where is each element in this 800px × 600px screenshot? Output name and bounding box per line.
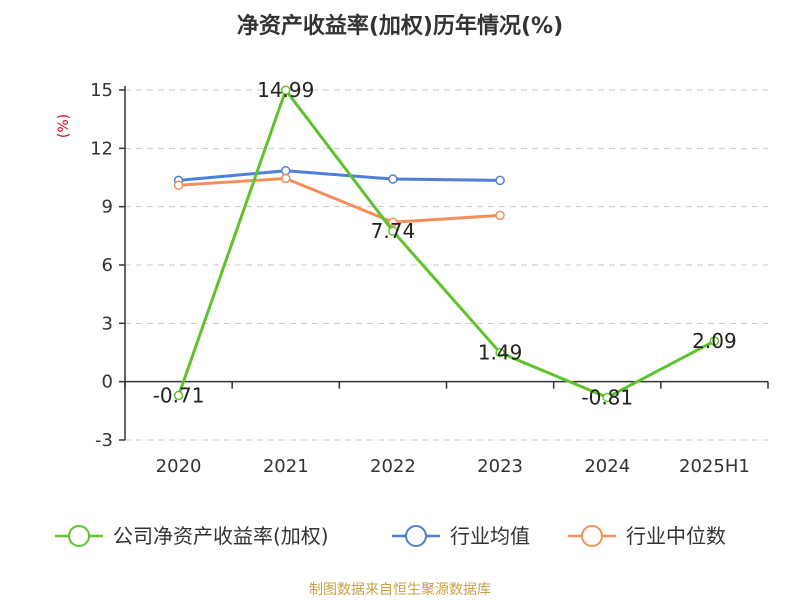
x-tick-label: 2021: [263, 456, 309, 477]
series-2: [173, 173, 505, 227]
y-tick-label: 15: [90, 80, 113, 101]
y-tick-label: 3: [102, 313, 113, 334]
legend-item-1: 行业均值: [392, 524, 530, 548]
x-tick-label: 2022: [370, 456, 416, 477]
data-point: [495, 210, 505, 221]
series-line: [177, 88, 716, 399]
data-label: 7.74: [371, 219, 416, 243]
series-0: [173, 85, 720, 403]
series-line: [178, 176, 501, 224]
y-tick-label: 0: [102, 372, 113, 393]
data-point: [173, 390, 184, 401]
x-tick-label: 2024: [584, 456, 630, 477]
series-lines: [173, 85, 720, 403]
data-point: [388, 226, 398, 236]
data-point: [281, 173, 291, 184]
legend-marker: [581, 525, 603, 547]
y-tick-label: 9: [102, 197, 113, 218]
data-point: [388, 217, 398, 227]
y-unit-label: (%): [56, 114, 72, 138]
data-point: [281, 85, 291, 95]
legend-item-0: 公司净资产收益率(加权): [55, 524, 329, 548]
data-label: 1.49: [478, 341, 523, 365]
y-tick-label: 12: [90, 138, 113, 159]
data-labels: -0.71 14.99 7.74 1.49 -0.81 2.09: [153, 78, 737, 409]
axes: [119, 86, 769, 441]
x-tick-labels: 2020 2021 2022 2023 2024 2025H1: [156, 456, 750, 477]
y-tick-labels: -3 0 3 6 9 12 15: [90, 80, 113, 451]
x-tick-label: 2023: [477, 456, 523, 477]
gridlines: [125, 89, 768, 441]
legend-label: 行业均值: [450, 524, 530, 548]
data-point: [173, 180, 184, 191]
x-tick-label: 2025H1: [679, 456, 750, 477]
data-label: -0.71: [153, 383, 205, 407]
legend-marker: [68, 525, 90, 547]
legend-item-2: 行业中位数: [568, 524, 726, 548]
data-point: [281, 165, 291, 176]
legend-label: 公司净资产收益率(加权): [113, 524, 329, 548]
data-point: [602, 392, 612, 403]
data-label: -0.81: [581, 385, 633, 409]
data-point: [495, 347, 505, 358]
series-line: [178, 169, 501, 182]
legend-marker: [405, 525, 427, 547]
source-note: 制图数据来自恒生聚源数据库: [309, 582, 491, 598]
y-tick-label: 6: [102, 255, 113, 276]
chart-title: 净资产收益率(加权)历年情况(%): [237, 13, 563, 39]
x-tick-label: 2020: [156, 456, 202, 477]
data-point: [495, 175, 505, 186]
data-label: 14.99: [257, 78, 314, 102]
data-point: [388, 174, 398, 184]
data-label: 2.09: [692, 329, 737, 353]
legend: 公司净资产收益率(加权) 行业均值 行业中位数: [55, 524, 726, 548]
legend-label: 行业中位数: [626, 524, 726, 548]
data-point: [709, 336, 720, 346]
y-tick-label: -3: [95, 430, 113, 451]
